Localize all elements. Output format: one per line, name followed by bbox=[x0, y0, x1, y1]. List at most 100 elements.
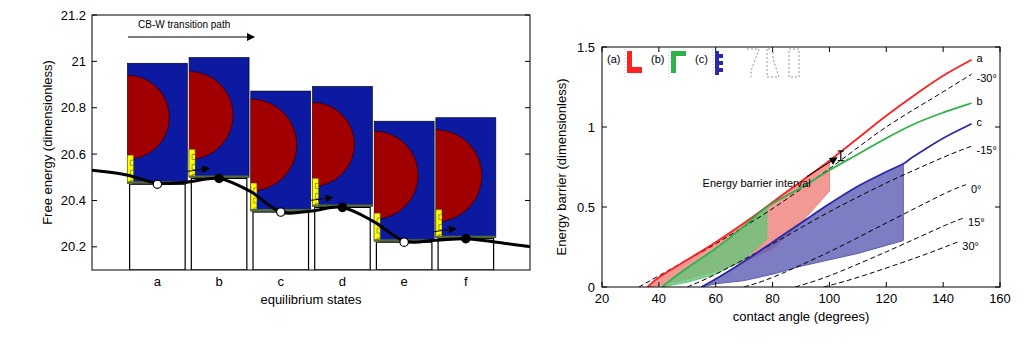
line-label: a bbox=[977, 52, 984, 64]
y-tick-label: 1.5 bbox=[577, 40, 595, 55]
state-marker bbox=[400, 238, 408, 246]
droplet-inset bbox=[390, 118, 496, 238]
y-tick bbox=[995, 287, 1000, 288]
annotation-arrow bbox=[807, 158, 837, 177]
y-tick bbox=[995, 127, 1000, 128]
y-tick bbox=[92, 246, 97, 247]
inset-sketch bbox=[789, 49, 799, 77]
figure: 20.220.420.620.82121.2abcdefequilibrium … bbox=[0, 0, 1024, 353]
x-tick bbox=[886, 47, 887, 52]
reference-line bbox=[795, 218, 963, 287]
y-tick bbox=[92, 107, 97, 108]
y-tick bbox=[92, 61, 97, 62]
pillar bbox=[127, 155, 133, 183]
reference-line bbox=[639, 74, 972, 287]
x-tick-label: e bbox=[401, 274, 408, 289]
y-tick bbox=[602, 207, 607, 208]
reference-line bbox=[824, 242, 958, 287]
line-label: 0° bbox=[971, 183, 982, 195]
droplet bbox=[374, 131, 418, 219]
x-axis-label: equilibrium states bbox=[260, 292, 362, 307]
interval-cap bbox=[838, 160, 844, 161]
interval-bar bbox=[840, 151, 841, 161]
x-tick-label: 20 bbox=[595, 291, 609, 306]
frame bbox=[602, 47, 1000, 287]
bar bbox=[315, 207, 371, 270]
x-tick-label: 40 bbox=[652, 291, 666, 306]
x-tick-label: f bbox=[464, 274, 468, 289]
y-tick bbox=[602, 287, 607, 288]
y-tick-label: 0.5 bbox=[577, 200, 595, 215]
droplet-inset bbox=[270, 86, 372, 206]
barrier-line bbox=[647, 60, 971, 287]
y-tick bbox=[525, 61, 530, 62]
droplet-inset bbox=[330, 121, 434, 241]
x-tick bbox=[602, 282, 603, 287]
x-tick bbox=[602, 47, 603, 52]
barrier-line bbox=[702, 124, 972, 287]
pillar bbox=[312, 178, 318, 206]
y-tick-label: 20.2 bbox=[61, 239, 86, 254]
y-tick bbox=[92, 200, 97, 201]
transition-arrow bbox=[310, 197, 332, 200]
plot-right bbox=[639, 60, 972, 287]
x-tick bbox=[829, 282, 830, 287]
annotation: CB-W transition path bbox=[138, 19, 230, 30]
y-tick-label: 1 bbox=[588, 120, 595, 135]
annotation: Energy barrier interval bbox=[703, 177, 811, 189]
y-tick bbox=[995, 47, 1000, 48]
x-tick-label: 140 bbox=[932, 291, 954, 306]
state-marker bbox=[215, 174, 223, 182]
inset-axis bbox=[669, 49, 670, 77]
x-tick-label: d bbox=[339, 274, 346, 289]
x-tick-label: c bbox=[278, 274, 285, 289]
line-label: b bbox=[977, 95, 983, 107]
barrier-line bbox=[662, 103, 972, 287]
x-tick bbox=[1000, 282, 1001, 287]
energy-curve bbox=[92, 170, 530, 247]
pillar-bumps bbox=[127, 155, 133, 183]
y-tick bbox=[92, 15, 97, 16]
reference-line bbox=[687, 146, 971, 287]
y-tick bbox=[602, 127, 607, 128]
y-tick bbox=[525, 154, 530, 155]
droplet-inset bbox=[145, 57, 249, 177]
transition-arrow bbox=[434, 229, 456, 232]
y-tick bbox=[92, 154, 97, 155]
x-tick-label: b bbox=[215, 274, 222, 289]
inset-shape bbox=[671, 51, 686, 73]
state-marker bbox=[153, 180, 161, 188]
line-label: -30° bbox=[977, 72, 997, 84]
x-tick-label: 100 bbox=[819, 291, 841, 306]
pillar bbox=[251, 183, 257, 211]
pillar-bumps bbox=[312, 178, 318, 206]
plot-left bbox=[92, 57, 530, 270]
pillar bbox=[374, 213, 380, 241]
droplet bbox=[127, 75, 169, 159]
droplet bbox=[251, 99, 297, 191]
y-tick bbox=[525, 107, 530, 108]
x-tick bbox=[886, 282, 887, 287]
y-tick-label: 20.4 bbox=[61, 193, 86, 208]
y-tick-label: 20.8 bbox=[61, 100, 86, 115]
pillar bbox=[436, 210, 442, 238]
y-axis-label: Free energy (dimensionless) bbox=[40, 60, 55, 225]
y-tick-label: 20.6 bbox=[61, 147, 86, 162]
inset-axis bbox=[625, 49, 626, 77]
x-tick bbox=[658, 282, 659, 287]
x-tick bbox=[943, 282, 944, 287]
x-tick bbox=[772, 282, 773, 287]
inset-sketch bbox=[767, 49, 779, 77]
y-tick-label: 0 bbox=[588, 280, 595, 295]
line-label: -15° bbox=[977, 144, 997, 156]
interval-cap bbox=[838, 150, 844, 151]
x-tick bbox=[829, 47, 830, 52]
x-tick-label: 160 bbox=[989, 291, 1011, 306]
bar bbox=[130, 184, 186, 270]
y-tick bbox=[602, 47, 607, 48]
x-tick-label: a bbox=[154, 274, 162, 289]
x-tick bbox=[943, 47, 944, 52]
inset-label: (a) bbox=[607, 53, 620, 65]
line-label: 15° bbox=[968, 216, 985, 228]
x-tick bbox=[715, 282, 716, 287]
